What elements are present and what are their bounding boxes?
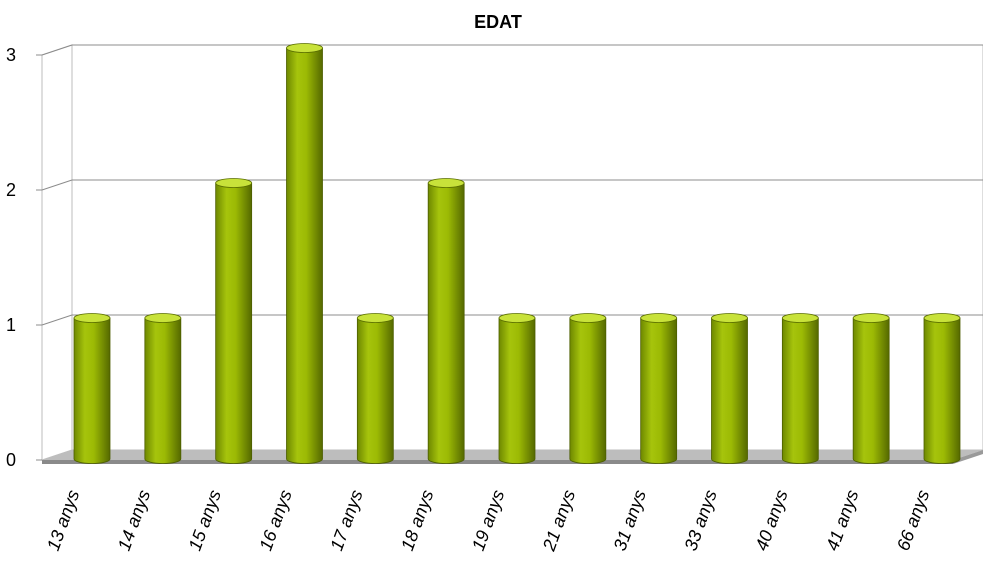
left-wall [41,44,73,461]
bar-31-anys [640,313,678,464]
bar-body [640,317,678,464]
x-tick-label: 40 anys [751,487,791,553]
x-tick-label: 16 anys [255,487,295,553]
bar-top [498,313,536,323]
bar-top [144,313,182,323]
bar-top [923,313,961,323]
bar-top [427,178,465,188]
chart-title: EDAT [474,12,522,32]
bar-body [286,47,323,464]
y-tick-label: 0 [6,450,16,470]
x-tick-label: 18 anys [397,487,437,553]
bar-33-anys [711,313,748,464]
bar-top [73,313,111,323]
y-tick-label: 3 [6,45,16,65]
x-tick-label: 14 anys [114,487,154,553]
bar-body [711,317,748,464]
x-tick-label: 21 anys [538,487,579,554]
gridline-side [41,179,73,191]
bars [73,43,961,464]
bar-13-anys [73,313,111,464]
bar-top [711,313,748,323]
bar-15-anys [215,178,253,464]
gridline-side [41,44,73,56]
x-tick-label: 33 anys [680,487,720,553]
bar-body [356,317,394,464]
x-tick-label: 17 anys [326,487,366,553]
bar-top [215,178,253,188]
bar-top [286,43,323,53]
y-axis-ticks: 0 1 2 3 [6,45,42,470]
bar-19-anys [498,313,536,464]
bar-top [781,313,819,323]
bar-body [73,317,111,464]
bar-top [852,313,890,323]
bar-body [427,182,465,464]
bar-66-anys [923,313,961,464]
bar-40-anys [781,313,819,464]
bar-body [852,317,890,464]
bar-body [569,317,607,464]
bar-41-anys [852,313,890,464]
bar-18-anys [427,178,465,464]
x-axis-labels: 13 anys 14 anys 15 anys 16 anys 17 anys 18 an… [43,487,933,554]
bar-top [356,313,394,323]
bar-top [640,313,678,323]
x-tick-label: 66 anys [893,487,933,553]
bar-body [781,317,819,464]
x-tick-label: 19 anys [468,487,508,553]
bar-21-anys [569,313,607,464]
bar-17-anys [356,313,394,464]
bar-14-anys [144,313,182,464]
x-tick-label: 15 anys [185,487,225,553]
bar-body [215,182,253,464]
gridline-side [41,314,73,326]
floor-side [953,450,983,464]
bar-top [569,313,607,323]
bar-body [923,317,961,464]
bar-body [144,317,182,464]
y-tick-label: 1 [6,315,16,335]
x-tick-label: 13 anys [43,487,83,553]
bar-body [498,317,536,464]
x-tick-label: 31 anys [610,487,650,553]
bar-16-anys [286,43,323,464]
x-tick-label: 41 anys [822,487,862,553]
y-tick-label: 2 [6,180,16,200]
